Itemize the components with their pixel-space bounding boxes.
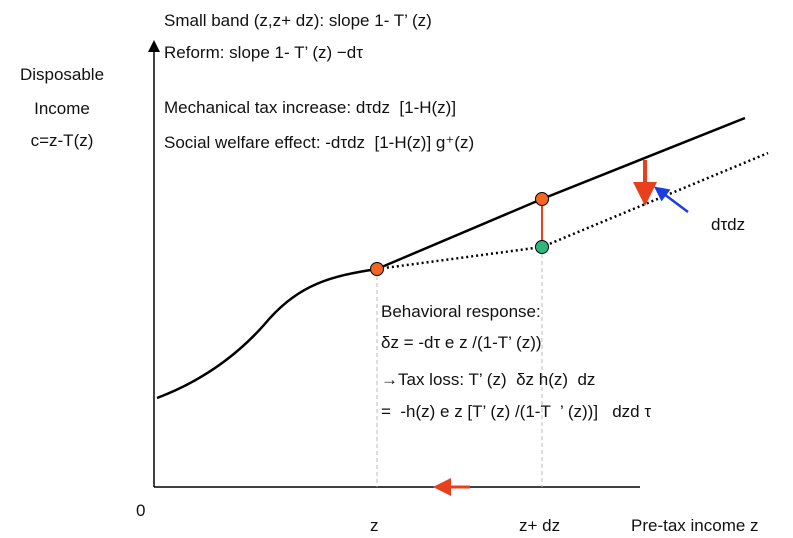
y-axis-label-line-1: Disposable (19, 65, 105, 84)
reformed-budget-curve (376, 151, 769, 271)
x-tick-z: z (370, 516, 379, 535)
lower-point (535, 240, 549, 254)
blue-pointer-arrow (654, 186, 689, 213)
y-axis-label-line-2: Income (34, 99, 90, 118)
y-axis-label-line-3: c=z-T(z) (30, 131, 94, 150)
dtau-dz-label: dτdz (711, 215, 746, 234)
top-text-line-2: Reform: slope 1- T’ (z) −dτ (164, 43, 363, 62)
x-tick-z-dz: z+ dz (519, 516, 561, 535)
behavioral-line-1: δz = -dτ e z /(1-T’ (z)) (381, 333, 542, 352)
origin-label: 0 (136, 501, 146, 520)
behavioral-line-3: = -h(z) e z [T’ (z) /(1-T ’ (z))] dzd τ (381, 402, 652, 421)
behavioral-line-2: →Tax loss: T’ (z) δz h(z) dz (381, 370, 596, 389)
kink-point (370, 262, 384, 276)
upper-point (535, 192, 549, 206)
original-budget-curve (156, 116, 746, 400)
top-text-line-1: Small band (z,z+ dz): slope 1- T’ (z) (164, 11, 432, 30)
top-text-line-3: Mechanical tax increase: dτdz [1-H(z)] (164, 98, 457, 117)
x-axis-label: Pre-tax income z (631, 516, 759, 535)
top-text-line-4: Social welfare effect: -dτdz [1-H(z)] g⁺… (164, 133, 475, 152)
behavioral-title: Behavioral response: (381, 302, 541, 321)
